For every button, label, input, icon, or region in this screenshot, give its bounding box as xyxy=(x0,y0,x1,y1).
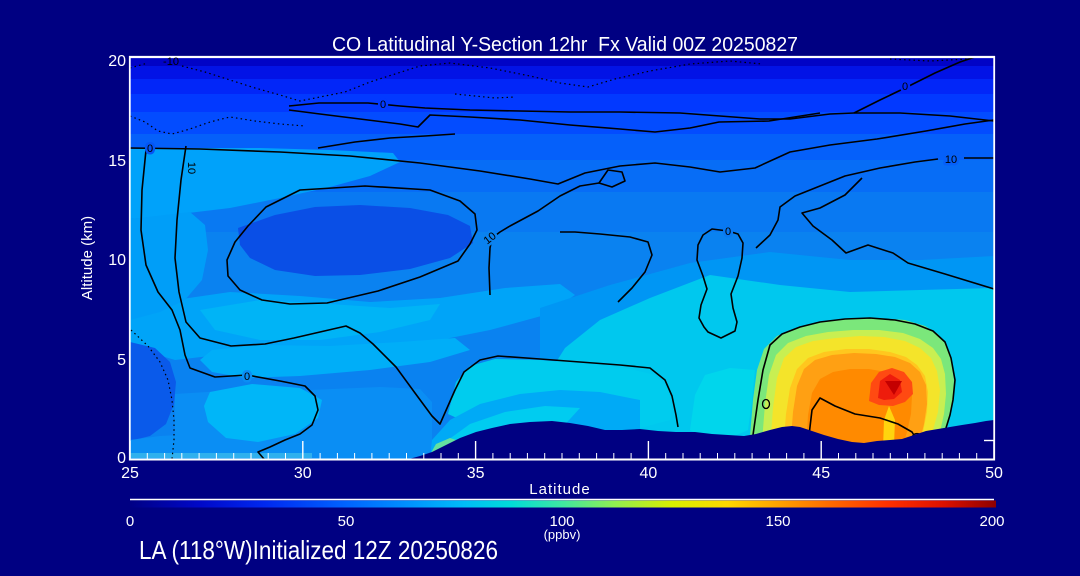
svg-text:Altitude (km): Altitude (km) xyxy=(79,216,96,300)
svg-text:50: 50 xyxy=(338,513,355,530)
svg-text:200: 200 xyxy=(979,513,1004,530)
svg-text:(ppbv): (ppbv) xyxy=(544,527,581,542)
svg-text:0: 0 xyxy=(147,143,153,155)
svg-text:10: 10 xyxy=(945,154,957,166)
svg-text:0: 0 xyxy=(126,513,134,530)
svg-text:0: 0 xyxy=(902,81,908,93)
svg-text:45: 45 xyxy=(812,465,830,482)
svg-text:100: 100 xyxy=(549,513,574,530)
svg-text:CO Latitudinal Y-Section 12hr: CO Latitudinal Y-Section 12hr Fx Valid 0… xyxy=(332,34,798,56)
svg-text:0: 0 xyxy=(380,99,386,111)
svg-text:10: 10 xyxy=(108,252,126,269)
svg-text:LA (118°W)Initialized 12Z 2025: LA (118°W)Initialized 12Z 20250826 xyxy=(139,535,498,565)
svg-text:15: 15 xyxy=(108,153,126,170)
svg-text:35: 35 xyxy=(467,465,485,482)
svg-text:40: 40 xyxy=(640,465,658,482)
svg-text:5: 5 xyxy=(117,352,126,369)
svg-text:0: 0 xyxy=(244,371,250,383)
svg-text:30: 30 xyxy=(294,465,312,482)
svg-text:10: 10 xyxy=(185,162,197,174)
svg-text:0: 0 xyxy=(725,226,731,238)
svg-text:20: 20 xyxy=(108,53,126,70)
svg-text:25: 25 xyxy=(121,465,139,482)
svg-text:-10: -10 xyxy=(163,56,179,68)
svg-text:150: 150 xyxy=(765,513,790,530)
svg-text:50: 50 xyxy=(985,465,1003,482)
svg-text:Latitude: Latitude xyxy=(529,481,590,498)
svg-text:0: 0 xyxy=(117,450,126,467)
